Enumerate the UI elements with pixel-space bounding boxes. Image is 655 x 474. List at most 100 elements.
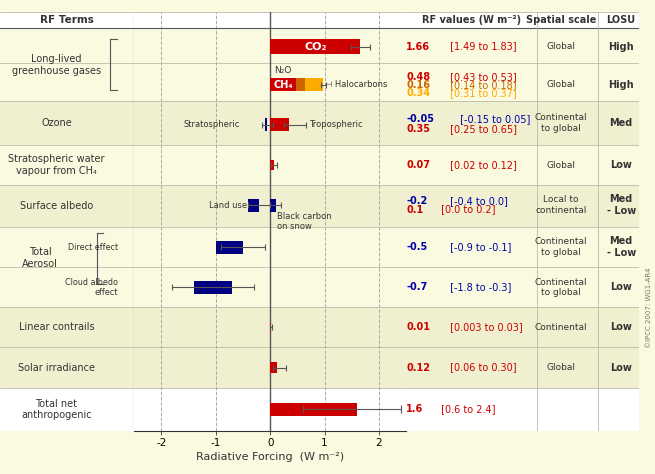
Text: 1.66: 1.66 [406,42,430,52]
Text: Continental
to global: Continental to global [534,113,587,133]
Bar [0,145,134,185]
Text: Low: Low [610,322,632,332]
Bar [406,28,639,63]
Bar [270,199,276,212]
Text: Direct effect: Direct effect [68,243,118,252]
Text: -0.05: -0.05 [406,114,434,125]
Text: RF values (W m⁻²): RF values (W m⁻²) [422,15,521,25]
Bar [134,347,406,388]
Text: Local to
continental: Local to continental [535,195,586,215]
Text: CO₂: CO₂ [304,42,326,52]
Text: LOSU: LOSU [607,15,636,25]
Text: 0.34: 0.34 [406,88,430,98]
Text: -0.7: -0.7 [406,282,427,292]
Text: [0.6 to 2.4]: [0.6 to 2.4] [438,404,495,414]
Text: [1.49 to 1.83]: [1.49 to 1.83] [447,42,517,52]
Text: [0.0 to 0.2]: [0.0 to 0.2] [438,205,495,215]
Bar [134,12,406,28]
Text: Cloud albedo
effect: Cloud albedo effect [65,278,118,297]
Text: [0.14 to 0.18]: [0.14 to 0.18] [447,80,517,90]
Bar [406,185,639,227]
Text: Med: Med [610,118,633,128]
Bar [270,78,296,91]
Bar [134,388,406,431]
Bar [248,199,259,212]
Text: 0.1: 0.1 [406,205,423,215]
Text: Global: Global [546,161,575,170]
Text: [-1.8 to -0.3]: [-1.8 to -0.3] [447,282,512,292]
Bar [406,145,639,185]
Text: 0.48: 0.48 [406,72,430,82]
Text: Continental
to global: Continental to global [534,237,587,257]
Bar [215,241,243,254]
Text: [0.02 to 0.12]: [0.02 to 0.12] [447,160,517,170]
Bar [270,118,290,131]
Bar [0,388,134,431]
Text: -0.5: -0.5 [406,242,427,252]
Text: Surface albedo: Surface albedo [20,201,93,211]
Bar [305,78,324,91]
Text: [0.31 to 0.37]: [0.31 to 0.37] [447,88,517,98]
Text: Stratospheric: Stratospheric [184,120,240,129]
Bar [134,267,406,307]
Bar [0,267,134,307]
Text: 1.6: 1.6 [406,404,423,414]
Text: Land use: Land use [209,201,248,210]
Bar [134,307,406,347]
Bar [406,267,639,307]
Text: High: High [608,80,634,90]
Text: Med
- Low: Med - Low [607,194,636,216]
Bar [0,12,134,28]
Bar [270,160,274,171]
Text: 0.12: 0.12 [406,363,430,373]
Text: [-0.4 to 0.0]: [-0.4 to 0.0] [447,196,508,206]
Text: Tropospheric: Tropospheric [309,120,363,129]
Bar [134,63,406,101]
Bar [406,388,639,431]
Text: Global: Global [546,42,575,51]
Text: Continental: Continental [534,323,587,332]
Bar [406,12,639,28]
Bar [0,227,134,267]
Text: [0.43 to 0.53]: [0.43 to 0.53] [447,72,517,82]
Bar [0,63,134,101]
Text: [-0.9 to -0.1]: [-0.9 to -0.1] [447,242,512,252]
Text: [-0.15 to 0.05]: [-0.15 to 0.05] [457,114,531,125]
Text: Black carbon
on snow: Black carbon on snow [277,212,332,231]
Text: 0.07: 0.07 [406,160,430,170]
Text: [0.25 to 0.65]: [0.25 to 0.65] [447,124,517,134]
Text: [0.003 to 0.03]: [0.003 to 0.03] [447,322,523,332]
Bar [134,185,406,227]
Bar [134,145,406,185]
Text: Solar irradiance: Solar irradiance [18,363,95,373]
Text: Global: Global [546,363,575,372]
Bar [134,28,406,63]
Bar [134,227,406,267]
Bar [406,347,639,388]
Text: 0.01: 0.01 [406,322,430,332]
Text: Low: Low [610,160,632,170]
Text: CH₄: CH₄ [273,80,293,90]
Text: Linear contrails: Linear contrails [18,322,94,332]
Bar [270,402,357,416]
Text: Continental
to global: Continental to global [534,278,587,297]
Bar [194,281,232,294]
Text: [0.06 to 0.30]: [0.06 to 0.30] [447,363,517,373]
Bar [0,185,134,227]
Bar [296,78,305,91]
Text: 0.16: 0.16 [406,80,430,90]
Text: High: High [608,42,634,52]
Text: Med
- Low: Med - Low [607,237,636,258]
Bar [265,118,267,131]
Bar [0,307,134,347]
Bar [0,101,134,145]
Bar [406,307,639,347]
Text: Total net
anthropogenic: Total net anthropogenic [21,399,92,420]
Bar [134,101,406,145]
Bar [406,227,639,267]
Text: Ozone: Ozone [41,118,72,128]
Bar [0,347,134,388]
Bar [270,39,360,54]
Text: ©IPCC 2007: WG1-AR4: ©IPCC 2007: WG1-AR4 [646,268,652,348]
Text: Global: Global [546,80,575,89]
